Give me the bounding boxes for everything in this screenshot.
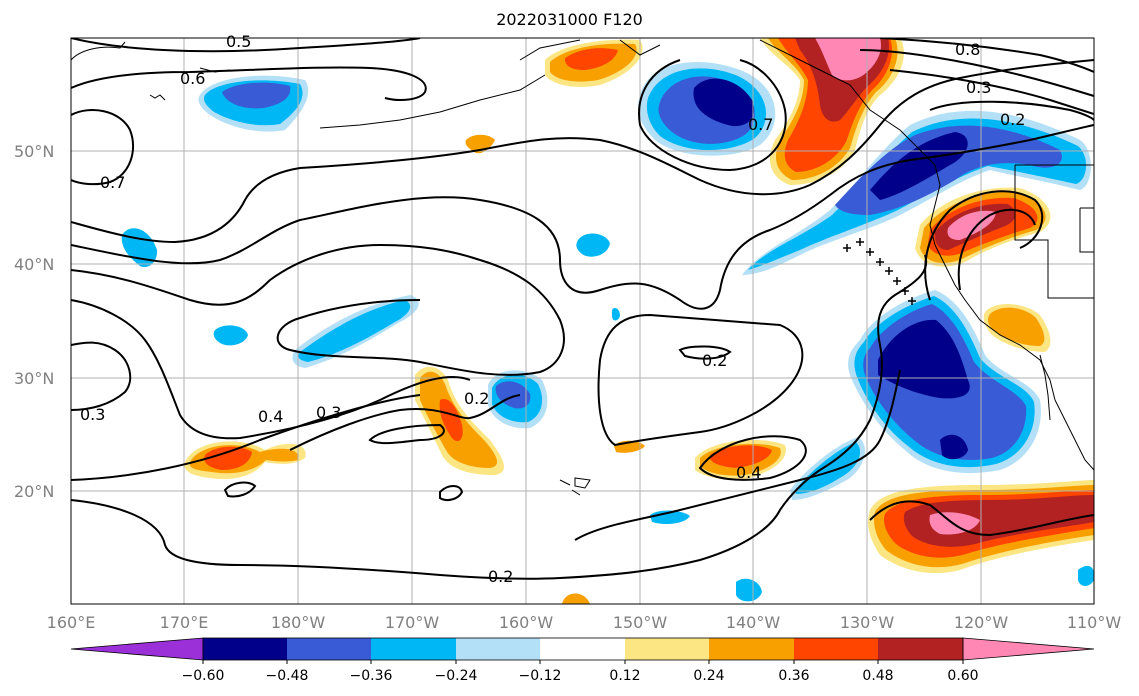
anomaly-blue-gulf-alaska — [638, 62, 776, 156]
anomaly-orange-west — [184, 441, 306, 480]
plot-frame — [70, 37, 1095, 605]
anomaly-red-hawaii-east — [695, 439, 786, 480]
colorbar-segment — [540, 638, 625, 660]
anomaly-blue-small-2 — [213, 325, 248, 346]
colorbar-segment — [962, 637, 1095, 661]
colorbar-label: −0.12 — [519, 668, 562, 684]
lon-label: 170°E — [160, 613, 209, 632]
contour-label: 0.3 — [316, 403, 341, 422]
anomaly-blue-subtropical-east — [848, 290, 1041, 474]
anomaly-blue-subtropical — [488, 370, 548, 429]
colorbar-segment — [456, 638, 540, 660]
lat-label-20n: 20°N — [14, 482, 54, 501]
colorbar-label: −0.48 — [266, 668, 309, 684]
latitude-labels: 50°N 40°N 30°N 20°N — [14, 142, 54, 501]
colorbar-label: 0.48 — [862, 668, 893, 684]
anomaly-blue-small-4 — [612, 308, 620, 321]
colorbar-segment — [794, 638, 878, 660]
colorbar-segment — [371, 638, 456, 660]
contour-labels: 0.5 0.6 0.7 0.7 0.8 0.3 0.2 0.4 0.3 0.2 … — [80, 32, 1025, 586]
contour-label: 0.2 — [488, 567, 513, 586]
coastlines — [71, 39, 1094, 496]
anomaly-blue-small-3 — [576, 233, 610, 257]
anomaly-orange-small-3 — [562, 593, 590, 604]
lon-label: 130°W — [840, 613, 895, 632]
contour-label: 0.7 — [100, 173, 125, 192]
lon-label: 170°W — [385, 613, 440, 632]
lat-label-40n: 40°N — [14, 255, 54, 274]
contour-label: 0.7 — [748, 115, 773, 134]
map-title: 2022031000 F120 — [496, 10, 643, 29]
contour-label: 0.2 — [464, 389, 489, 408]
colorbar-frame — [202, 637, 964, 661]
anomaly-blue-small-6 — [736, 578, 762, 602]
colorbar-label: −0.36 — [350, 668, 393, 684]
track-markers — [843, 238, 916, 305]
colorbar-segment — [287, 638, 371, 660]
contour-label: 0.6 — [180, 69, 205, 88]
colorbar-label: 0.24 — [693, 668, 724, 684]
lon-label: 150°W — [613, 613, 668, 632]
lon-label: 160°W — [499, 613, 554, 632]
contour-label: 0.3 — [966, 78, 991, 97]
colorbar-label: 0.60 — [947, 668, 978, 684]
colorbar-segment — [878, 638, 963, 660]
colorbar-ticks — [202, 660, 964, 664]
contour-label: 0.8 — [955, 40, 980, 59]
contour-label: 0.4 — [258, 407, 283, 426]
colorbar-segment — [709, 638, 794, 660]
lon-label: 110°W — [1067, 613, 1122, 632]
lon-label: 120°W — [954, 613, 1009, 632]
colorbar-segment — [625, 638, 709, 660]
colorbar: −0.60 −0.48 −0.36 −0.24 −0.12 0.12 0.24 … — [70, 637, 1095, 684]
anomaly-blue-streak — [292, 295, 419, 368]
shaded-anomalies — [121, 38, 1094, 604]
contours — [71, 38, 1094, 580]
contour-label: 0.2 — [702, 351, 727, 370]
lon-label: 160°E — [47, 613, 96, 632]
lat-label-30n: 30°N — [14, 369, 54, 388]
anomaly-orange-baja — [983, 304, 1051, 352]
colorbar-segment — [203, 638, 287, 660]
colorbar-label: −0.24 — [435, 668, 478, 684]
colorbar-label: 0.12 — [609, 668, 640, 684]
contour-label: 0.3 — [80, 405, 105, 424]
colorbar-segment — [70, 637, 204, 661]
contour-label: 0.2 — [1000, 110, 1025, 129]
lon-label: 180°W — [271, 613, 326, 632]
anomaly-red-alaska — [545, 39, 643, 87]
anomaly-blue-aleutian-west — [198, 75, 309, 132]
lat-label-50n: 50°N — [14, 142, 54, 161]
longitude-labels: 160°E 170°E 180°W 170°W 160°W 150°W 140°… — [47, 613, 1122, 632]
anomaly-blue-small-7 — [1078, 565, 1094, 586]
contour-label: 0.4 — [736, 463, 761, 482]
anomaly-orange-central — [415, 366, 505, 475]
colorbar-label: −0.60 — [182, 668, 225, 684]
lon-label: 140°W — [726, 613, 781, 632]
anomaly-red-northeast — [760, 38, 904, 185]
anomaly-blue-southeast — [790, 437, 865, 500]
colorbar-label: 0.36 — [778, 668, 809, 684]
anomaly-blue-pacific-nw — [742, 110, 1091, 275]
contour-label: 0.5 — [226, 32, 251, 51]
